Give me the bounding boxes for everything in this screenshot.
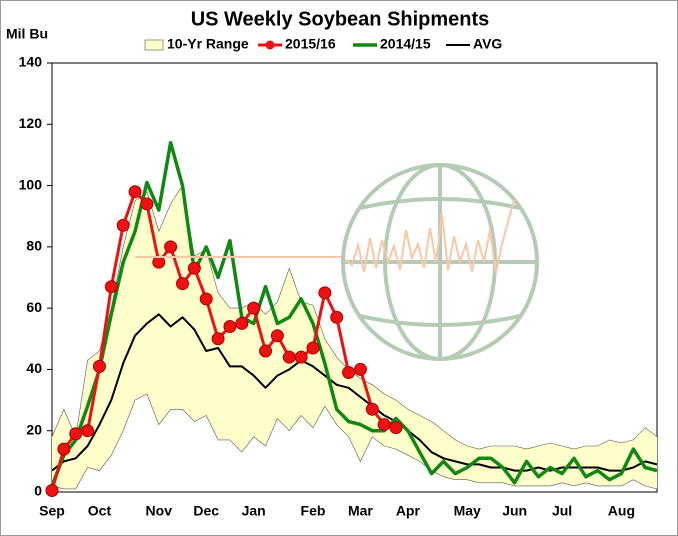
y-tick-label: 40	[26, 360, 42, 376]
data-point	[69, 427, 83, 441]
data-point	[282, 350, 296, 364]
y-tick-label: 0	[34, 483, 42, 499]
data-point	[235, 316, 249, 330]
x-tick-label: Aug	[608, 503, 635, 519]
range-low-line	[51, 393, 658, 490]
data-point	[353, 362, 367, 376]
y-axis-label: Mil Bu	[6, 26, 48, 42]
y-tick-label: 60	[26, 299, 42, 315]
data-point	[116, 218, 130, 232]
data-point	[342, 365, 356, 379]
x-tick-label: Jul	[552, 503, 572, 519]
data-point	[187, 261, 201, 275]
data-point	[104, 280, 118, 294]
y-tick-label: 20	[26, 421, 42, 437]
x-tick-label: Jan	[242, 503, 266, 519]
data-point	[223, 320, 237, 334]
x-tick-label: Sep	[39, 503, 65, 519]
data-point	[259, 344, 273, 358]
x-tick-label: Dec	[193, 503, 219, 519]
globe-logo	[135, 163, 539, 361]
data-point	[247, 301, 261, 315]
data-point	[330, 310, 344, 324]
data-point	[294, 350, 308, 364]
x-tick-label: Apr	[396, 503, 421, 519]
data-point	[140, 197, 154, 211]
legend-label: 2014/15	[380, 36, 431, 52]
legend-label: 10-Yr Range	[167, 36, 249, 52]
y-tick-label: 80	[26, 238, 42, 254]
legend-label: AVG	[473, 36, 502, 52]
y-tick-label: 120	[19, 115, 43, 131]
legend-swatch	[144, 39, 164, 51]
data-point	[306, 341, 320, 355]
legend-marker	[265, 40, 275, 50]
data-point	[389, 421, 403, 435]
data-point	[128, 185, 142, 199]
x-tick-label: Feb	[301, 503, 326, 519]
data-point	[175, 277, 189, 291]
data-point	[57, 442, 71, 456]
data-point	[45, 483, 59, 497]
data-point	[199, 292, 213, 306]
x-tick-label: May	[454, 503, 481, 519]
series-line	[50, 190, 397, 491]
range-area	[52, 185, 657, 489]
x-tick-label: Nov	[146, 503, 173, 519]
data-point	[365, 402, 379, 416]
series-line	[50, 140, 658, 487]
data-point	[377, 418, 391, 432]
x-tick-label: Oct	[88, 503, 112, 519]
data-point	[318, 286, 332, 300]
y-tick-label: 140	[19, 54, 43, 70]
data-point	[81, 424, 95, 438]
chart-title: US Weekly Soybean Shipments	[191, 8, 490, 30]
x-tick-label: Jun	[502, 503, 527, 519]
legend-label: 2015/16	[285, 36, 336, 52]
data-point	[211, 332, 225, 346]
x-tick-label: Mar	[348, 503, 373, 519]
data-point	[92, 359, 106, 373]
data-point	[270, 329, 284, 343]
data-point	[164, 240, 178, 254]
y-tick-label: 100	[19, 176, 43, 192]
plot: 0 20 40 60 80 100 120 140 Sep Oct Nov Dec Jan Feb Mar A…	[19, 54, 658, 519]
